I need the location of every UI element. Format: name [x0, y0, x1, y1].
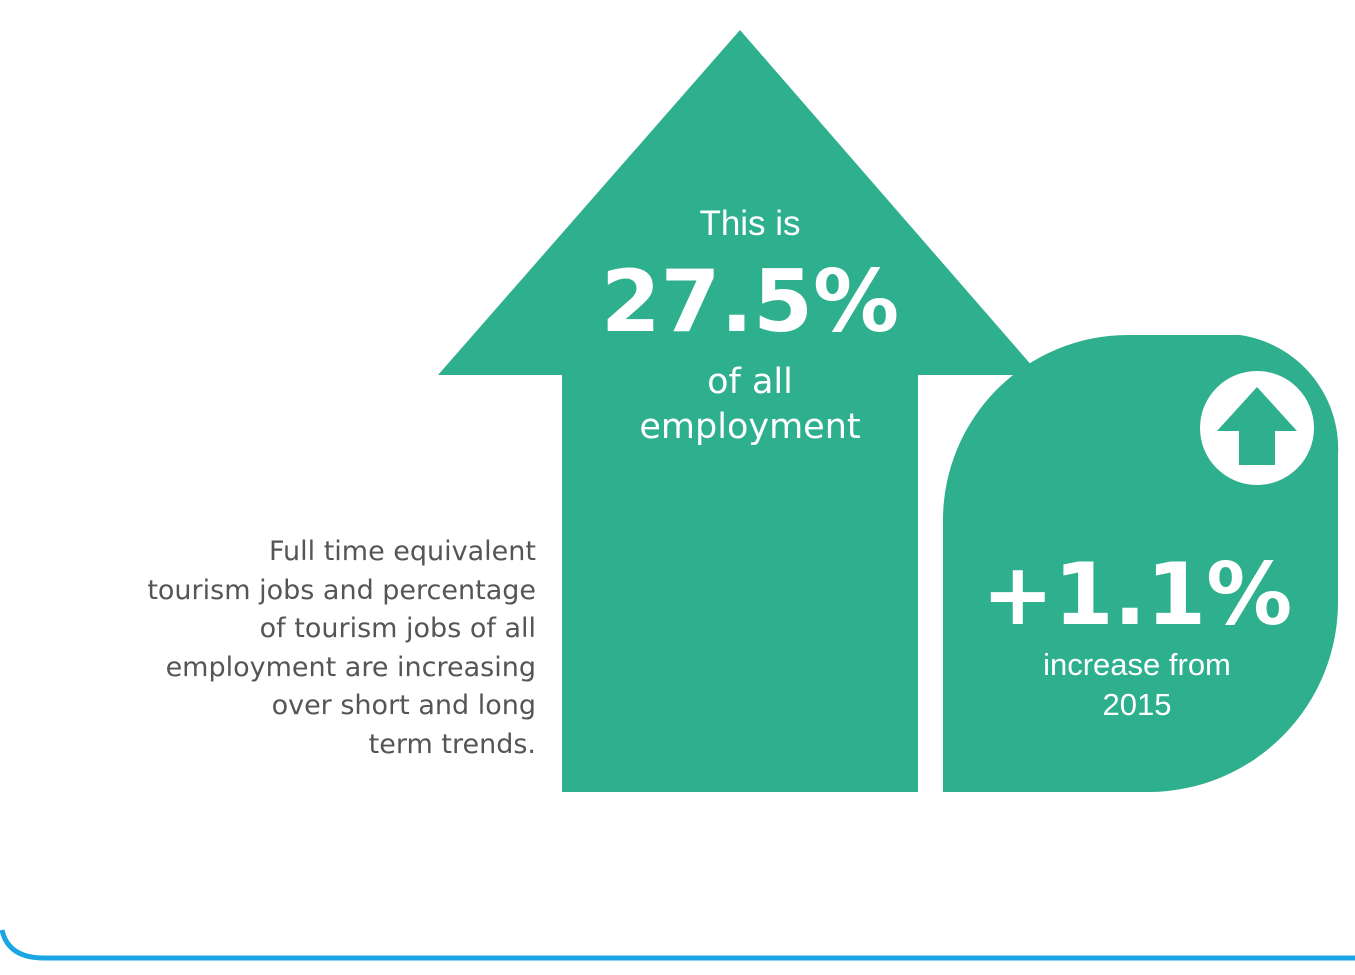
description-line: term trends.	[368, 728, 536, 760]
up-arrow-icon	[1217, 387, 1297, 465]
arrow-stat-suffix-line: of all	[707, 362, 793, 402]
arrow-stat-value: 27.5%	[600, 252, 900, 352]
bottom-rule	[0, 929, 1355, 961]
description-line: over short and long	[271, 690, 536, 721]
description-line: Full time equivalent	[268, 536, 536, 567]
drop-stat-value: +1.1%	[981, 545, 1293, 645]
arrow-stat-suffix: of all employment	[560, 360, 940, 450]
description-text: Full time equivalent tourism jobs and pe…	[10, 533, 536, 764]
drop-stat-label: increase from 2015	[952, 645, 1322, 725]
drop-stat-label-line: increase from	[1043, 647, 1231, 682]
arrow-stat-suffix-line: employment	[639, 407, 861, 447]
large-up-arrow-shape	[438, 30, 1040, 792]
drop-stat-label-line: 2015	[1102, 687, 1172, 722]
description-line: of tourism jobs of all	[259, 613, 536, 644]
description-line: tourism jobs and percentage	[147, 574, 536, 606]
arrow-stat-prefix: This is	[699, 204, 801, 243]
description-line: employment are increasing	[165, 651, 536, 683]
